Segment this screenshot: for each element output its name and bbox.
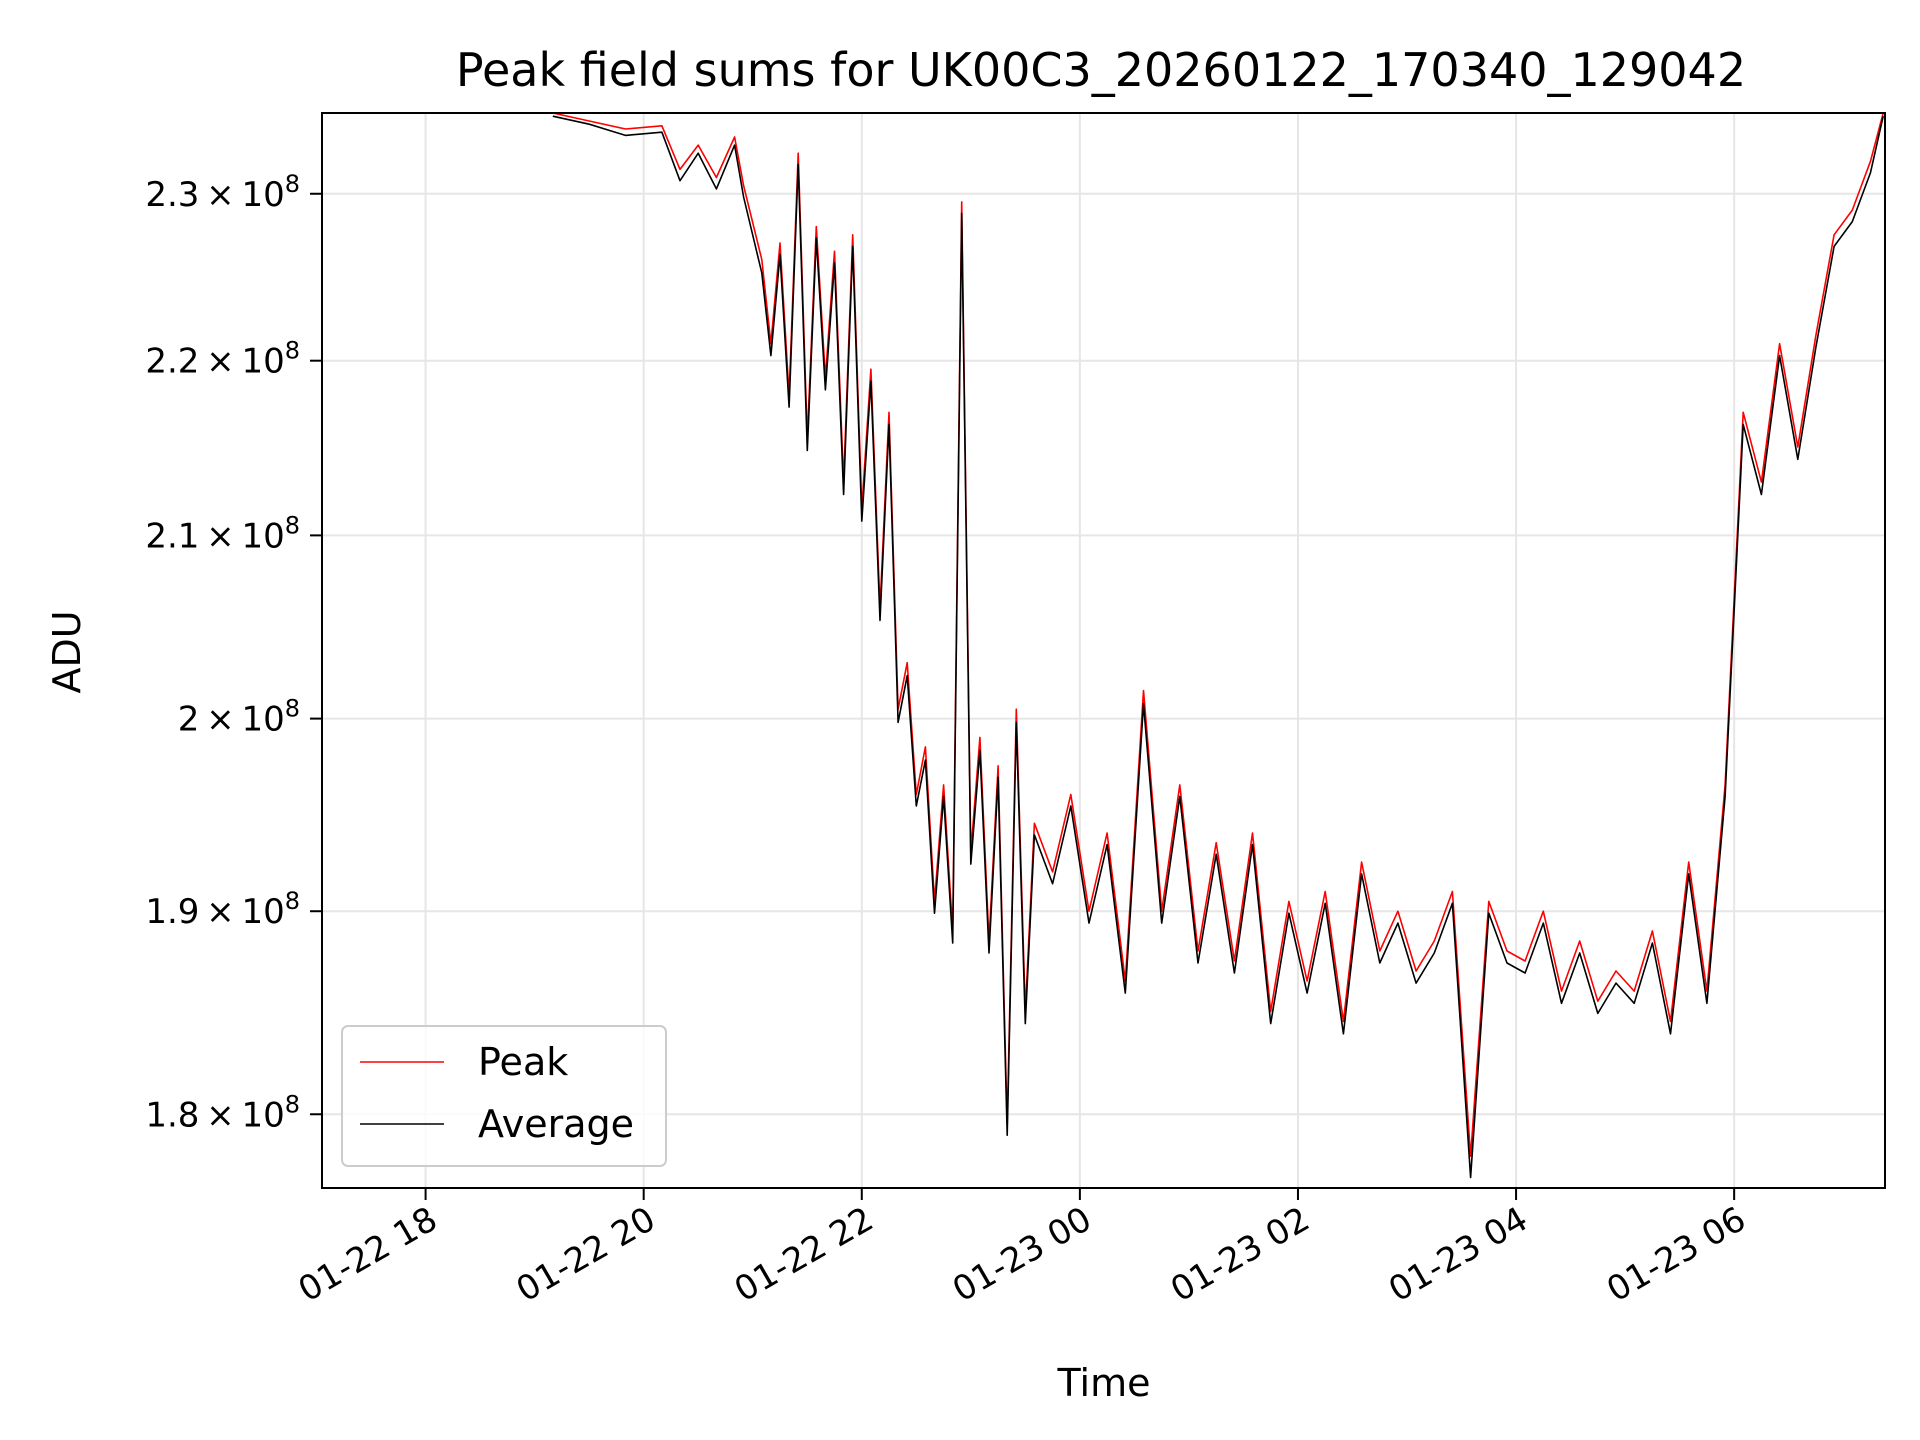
y-tick-label: 2 × 108: [178, 695, 300, 740]
y-axis-title: ADU: [45, 610, 89, 693]
series-line-average: [552, 115, 1884, 1179]
plot-frame: [321, 112, 1886, 1189]
legend-box: [341, 1025, 667, 1167]
series-layer: [552, 113, 1884, 1179]
y-axis: 1.8 × 108 1.9 × 108 2 × 108 2.1 × 108 2.2 × …: [145, 170, 322, 1135]
y-tick-label: 1.9 × 108: [145, 887, 300, 932]
legend-label-average: Average: [478, 1102, 634, 1146]
legend: Peak Average: [341, 1025, 667, 1167]
y-tick-label: 2.3 × 108: [145, 170, 300, 215]
x-axis-title: Time: [1057, 1361, 1151, 1405]
y-tick-label: 2.2 × 108: [145, 337, 300, 382]
y-tick-label: 1.8 × 108: [145, 1090, 300, 1135]
chart-title: Peak field sums for UK00C3_20260122_1703…: [456, 43, 1746, 97]
y-tick-label: 2.1 × 108: [145, 511, 300, 556]
legend-label-peak: Peak: [478, 1040, 568, 1084]
